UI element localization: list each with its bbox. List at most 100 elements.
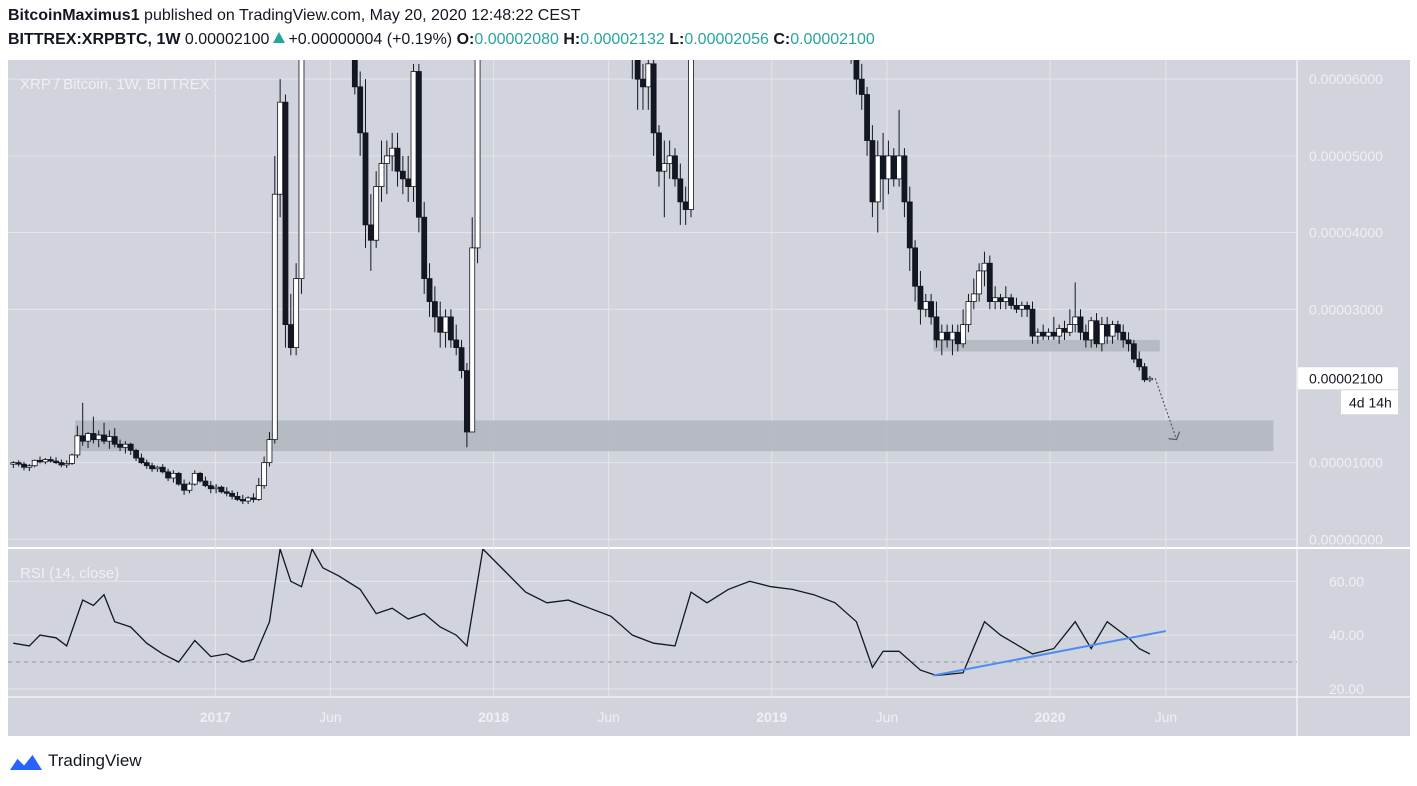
last-price-marker (1298, 367, 1398, 390)
candle-down (239, 499, 246, 502)
candle-up (1072, 316, 1079, 325)
rsi-tick-label: 40.00 (1329, 627, 1364, 643)
candle-down (250, 497, 257, 500)
rsi-tick-label: 20.00 (1329, 681, 1364, 697)
candle-up (1088, 320, 1095, 341)
symbol-label: BITTREX:XRPBTC, 1W (8, 31, 181, 48)
price-tick-label: 0.00003000 (1309, 301, 1383, 317)
candle-up (170, 472, 177, 479)
candle-down (351, 60, 358, 88)
panel-background (8, 60, 1410, 736)
rsi-tick-label: 60.00 (1329, 573, 1364, 589)
candle-down (1077, 316, 1084, 333)
candle-down (917, 285, 924, 310)
candle-down (954, 331, 961, 345)
candle-down (928, 301, 935, 318)
published-text: published on TradingView.com, May 20, 20… (144, 7, 581, 24)
publish-info: BitcoinMaximus1 published on TradingView… (8, 7, 580, 25)
candle-up (645, 63, 652, 88)
candle-down (890, 155, 897, 180)
close-value: 0.00002100 (790, 31, 875, 48)
open-label: O: (456, 31, 475, 48)
candle-up (938, 331, 945, 341)
candle-down (853, 60, 860, 80)
candle-up (1002, 297, 1009, 302)
time-tick-label: Jun (319, 709, 342, 725)
candle-up (106, 436, 113, 442)
chart-area[interactable]: 0.00006000 0.00005000 0.00004000 0.00003000… (8, 60, 1410, 736)
candle-down (15, 462, 22, 465)
high-label: H: (563, 31, 581, 48)
price-tick-label: 0.00000000 (1309, 531, 1383, 547)
candle-down (458, 347, 465, 372)
candle-up (970, 293, 977, 302)
candle-up (261, 462, 268, 487)
candle-down (912, 247, 919, 287)
candle-up (976, 270, 983, 295)
candle-up (31, 459, 38, 467)
projection-arrowhead (1168, 431, 1181, 441)
candle-down (1141, 366, 1148, 381)
candle-down (197, 472, 203, 482)
candle-down (282, 101, 289, 325)
candle-down (672, 155, 678, 180)
candle-up (154, 466, 161, 470)
candle-up (1045, 331, 1052, 337)
candle-down (426, 278, 433, 302)
time-tick-label: Jun (1155, 709, 1178, 725)
tradingview-brand[interactable]: TradingView (8, 750, 142, 772)
candle-up (1034, 331, 1041, 337)
candle-up (992, 297, 999, 302)
open-value: 0.00002080 (474, 31, 559, 48)
time-tick-label: 2019 (756, 709, 787, 725)
candle-up (688, 60, 694, 210)
candle-up (1066, 324, 1073, 333)
chart-svg[interactable]: 0.00006000 0.00005000 0.00004000 0.00003000… (8, 60, 1410, 736)
candle-down (864, 94, 870, 141)
support-zone (75, 420, 1274, 452)
candle-down (405, 178, 412, 187)
candle-up (981, 262, 988, 272)
candle-up (42, 459, 49, 463)
candle-down (682, 201, 689, 210)
candle-up (298, 60, 305, 279)
candle-down (133, 449, 139, 459)
price-tick-label: 0.00005000 (1309, 148, 1383, 164)
candle-up (277, 101, 284, 195)
candle-up (389, 147, 396, 157)
candle-down (944, 331, 951, 341)
low-label: L: (669, 31, 685, 48)
last-price: 0.00002100 (184, 31, 270, 48)
close-label: C: (773, 31, 791, 48)
low-value: 0.00002056 (684, 31, 769, 48)
high-value: 0.00002132 (580, 31, 665, 48)
candle-down (117, 443, 123, 448)
support-zone (933, 339, 1160, 352)
author-name[interactable]: BitcoinMaximus1 (8, 7, 140, 24)
price-change: +0.00000004 (+0.19%) (288, 31, 453, 48)
candle-down (858, 78, 865, 95)
candle-down (986, 262, 993, 302)
time-tick-label: 2018 (478, 709, 509, 725)
candle-up (896, 155, 902, 180)
candle-down (1130, 343, 1137, 360)
candle-up (378, 163, 385, 187)
candle-down (447, 316, 454, 341)
candle-up (186, 483, 193, 491)
candle-down (1082, 331, 1089, 341)
candle-down (175, 472, 182, 485)
candle-up (10, 462, 17, 465)
tradingview-logo-icon (10, 753, 42, 770)
candle-up (661, 163, 668, 172)
candle-down (79, 435, 86, 442)
candle-down (287, 324, 294, 348)
candle-up (666, 155, 673, 164)
candle-up (255, 485, 262, 500)
candle-up (965, 301, 972, 325)
candle-up (74, 435, 81, 456)
candle-down (1050, 331, 1057, 337)
candle-down (421, 216, 428, 279)
candle-up (373, 186, 380, 241)
candle-down (399, 170, 406, 180)
candle-up (1146, 377, 1153, 381)
